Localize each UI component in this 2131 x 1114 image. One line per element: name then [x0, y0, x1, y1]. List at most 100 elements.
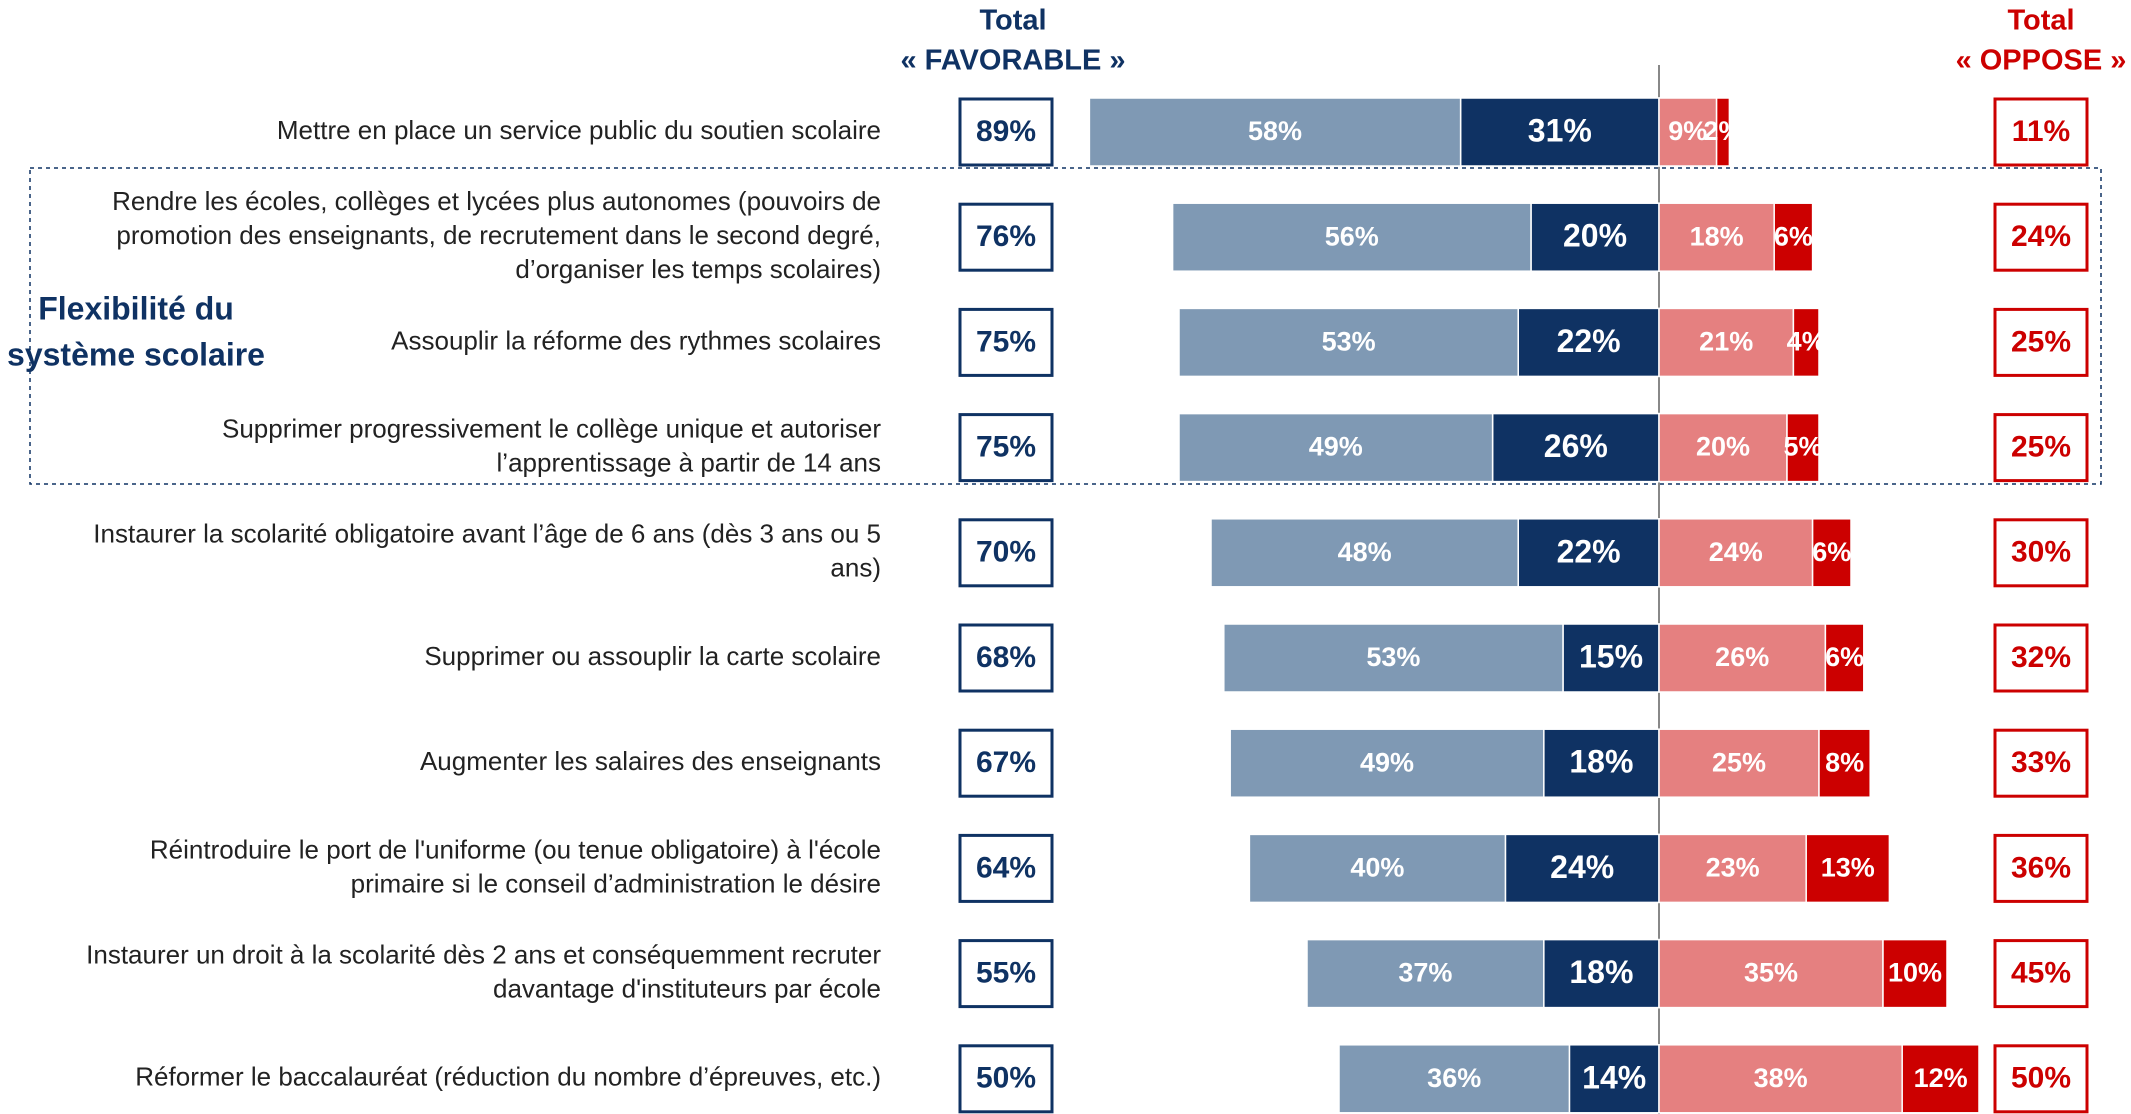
total-box	[958, 939, 1054, 1009]
total-label: 75%	[976, 431, 1036, 464]
bar-segment	[1178, 307, 1519, 378]
segment-label: 26%	[1544, 428, 1608, 464]
segment-label: 20%	[1696, 432, 1750, 462]
bar-segment	[1088, 97, 1462, 167]
bar-segment	[1543, 938, 1660, 1009]
bar-segment	[1805, 833, 1891, 904]
bar-segment	[1171, 202, 1532, 272]
category-label: Supprimer progressivement le collège uni…	[222, 413, 881, 443]
header-opposed: « OPPOSE »	[1956, 45, 2127, 77]
segment-label: 26%	[1715, 642, 1769, 672]
group-label: Flexibilité du	[38, 290, 234, 326]
segment-label: 23%	[1706, 853, 1760, 883]
bar-segment	[1658, 518, 1814, 588]
bar-segment	[1658, 623, 1827, 693]
category-label: Réintroduire le port de l'uniforme (ou t…	[150, 834, 881, 864]
total-label: 25%	[2011, 325, 2071, 358]
header-opposed: Total	[2007, 5, 2074, 37]
total-box	[1993, 939, 2089, 1009]
total-box	[958, 623, 1054, 693]
total-label: 64%	[976, 851, 1036, 884]
category-label: Instaurer un droit à la scolarité dès 2 …	[86, 939, 881, 969]
bar-segment	[1773, 202, 1814, 272]
total-label: 67%	[976, 746, 1036, 779]
bar-segment	[1715, 97, 1731, 167]
bar-segment	[1517, 518, 1660, 588]
category-label: Réformer le baccalauréat (réduction du n…	[135, 1062, 881, 1092]
segment-label: 53%	[1322, 327, 1376, 357]
bar-segment	[1568, 1044, 1660, 1114]
segment-label: 6%	[1812, 537, 1851, 567]
bar-segment	[1210, 518, 1519, 588]
total-label: 50%	[2011, 1062, 2071, 1095]
total-box	[958, 202, 1054, 272]
segment-label: 40%	[1350, 853, 1404, 883]
segment-label: 58%	[1248, 116, 1302, 146]
total-box	[958, 728, 1054, 798]
category-label: l’apprentissage à partir de 14 ans	[497, 447, 881, 477]
bar-segment	[1658, 202, 1775, 272]
bar-segment	[1229, 728, 1545, 798]
bar-segment	[1517, 307, 1660, 378]
bar-segment	[1530, 202, 1660, 272]
total-box	[958, 97, 1054, 167]
total-label: 70%	[976, 536, 1036, 569]
category-label: promotion des enseignants, de recrutemen…	[116, 220, 881, 250]
segment-label: 22%	[1557, 323, 1621, 359]
bar-segment	[1882, 938, 1948, 1009]
bar-segment	[1223, 623, 1564, 693]
segment-label: 49%	[1309, 432, 1363, 462]
segment-label: 31%	[1528, 112, 1592, 148]
total-box	[1993, 413, 2089, 483]
category-label: Augmenter les salaires des enseignants	[420, 746, 881, 776]
bar-segment	[1338, 1044, 1571, 1114]
segment-label: 35%	[1744, 958, 1798, 988]
bar-segment	[1248, 833, 1507, 904]
segment-label: 24%	[1550, 849, 1614, 885]
total-label: 33%	[2011, 746, 2071, 779]
total-box	[1993, 623, 2089, 693]
total-box	[1993, 518, 2089, 588]
bar-segment	[1792, 307, 1820, 378]
segment-label: 13%	[1821, 853, 1875, 883]
bar-segment	[1658, 833, 1807, 904]
total-label: 89%	[976, 115, 1036, 148]
segment-label: 49%	[1360, 747, 1414, 777]
segment-label: 53%	[1366, 642, 1420, 672]
total-label: 76%	[976, 220, 1036, 253]
segment-label: 8%	[1825, 747, 1864, 777]
total-label: 25%	[2011, 431, 2071, 464]
bar-segment	[1824, 623, 1865, 693]
total-box	[1993, 202, 2089, 272]
segment-label: 37%	[1398, 958, 1452, 988]
category-label: Mettre en place un service public du sou…	[277, 115, 881, 145]
category-label: Supprimer ou assouplir la carte scolaire	[424, 641, 881, 671]
bar-segment	[1306, 938, 1545, 1009]
segment-label: 4%	[1787, 327, 1826, 357]
total-label: 75%	[976, 325, 1036, 358]
segment-label: 20%	[1563, 218, 1627, 254]
segment-label: 6%	[1774, 221, 1813, 251]
total-label: 45%	[2011, 957, 2071, 990]
category-label: Instaurer la scolarité obligatoire avant…	[93, 519, 881, 549]
total-box	[1993, 1044, 2089, 1114]
total-label: 30%	[2011, 536, 2071, 569]
segment-label: 12%	[1914, 1063, 1968, 1093]
total-label: 11%	[2012, 115, 2070, 148]
segment-label: 6%	[1825, 642, 1864, 672]
bar-segment	[1178, 412, 1494, 483]
bar-segment	[1786, 412, 1820, 483]
segment-label: 25%	[1712, 747, 1766, 777]
total-label: 32%	[2011, 641, 2071, 674]
bar-segment	[1491, 412, 1660, 483]
segment-label: 24%	[1709, 537, 1763, 567]
category-label: d’organiser les temps scolaires)	[515, 254, 881, 284]
segment-label: 48%	[1338, 537, 1392, 567]
segment-label: 15%	[1579, 638, 1643, 674]
category-label: primaire si le conseil d’administration …	[351, 868, 881, 898]
total-label: 55%	[976, 957, 1036, 990]
bar-segment	[1818, 728, 1871, 798]
group-box	[29, 167, 2102, 485]
total-box	[1993, 307, 2089, 377]
